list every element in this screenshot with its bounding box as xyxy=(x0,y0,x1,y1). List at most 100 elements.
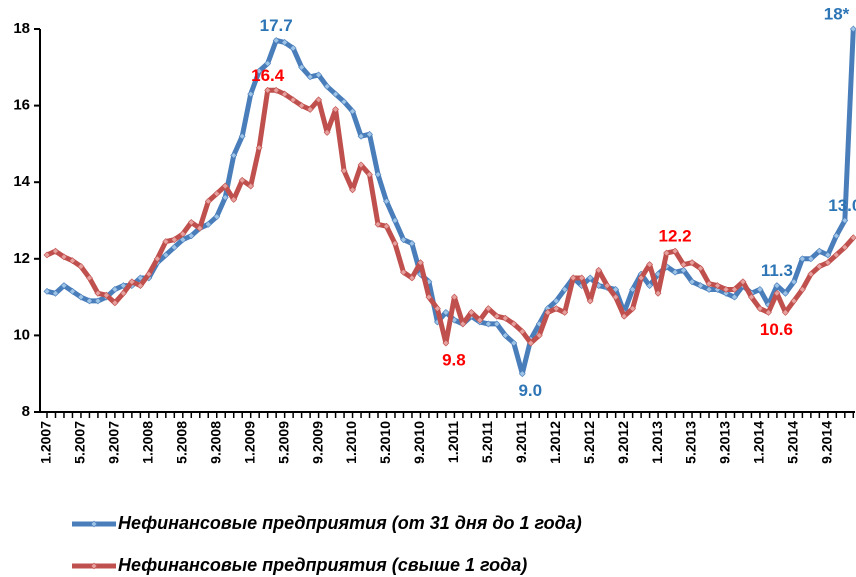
point-marker xyxy=(765,308,772,316)
point-marker xyxy=(374,220,382,228)
point-marker xyxy=(773,289,781,297)
data-label: 12.2 xyxy=(659,227,692,246)
x-tick-label: 9.2007 xyxy=(106,421,122,464)
point-marker xyxy=(425,293,433,301)
point-marker xyxy=(136,282,144,290)
point-marker xyxy=(86,297,93,305)
point-marker xyxy=(501,314,509,322)
x-tick-label: 1.2011 xyxy=(445,421,461,463)
y-tick-label: 8 xyxy=(22,403,30,420)
point-marker xyxy=(680,266,687,274)
point-marker xyxy=(417,259,424,267)
point-marker xyxy=(510,320,518,328)
point-marker xyxy=(467,308,475,316)
point-marker xyxy=(722,286,730,293)
point-marker xyxy=(306,73,314,81)
point-marker xyxy=(357,132,365,140)
point-marker xyxy=(527,339,535,347)
point-marker xyxy=(69,287,76,295)
x-tick-label: 1.2008 xyxy=(140,421,156,464)
point-marker xyxy=(86,274,93,282)
point-marker xyxy=(221,182,229,190)
point-marker xyxy=(213,190,221,198)
point-marker xyxy=(612,293,620,301)
data-label: 9.0 xyxy=(518,381,542,400)
point-marker xyxy=(798,286,806,293)
point-marker xyxy=(697,282,704,290)
x-tick-label: 9.2009 xyxy=(309,421,325,464)
point-marker xyxy=(671,268,679,276)
y-tick-label: 10 xyxy=(13,326,30,343)
point-marker xyxy=(43,251,51,259)
point-marker xyxy=(230,196,238,203)
point-marker xyxy=(756,305,764,313)
x-tick-label: 5.2011 xyxy=(479,421,495,463)
x-tick-label: 1.2010 xyxy=(343,421,359,464)
point-marker xyxy=(281,38,289,46)
point-marker xyxy=(578,274,586,282)
point-marker xyxy=(94,297,102,305)
point-marker xyxy=(849,25,856,33)
point-marker xyxy=(374,171,382,178)
point-marker xyxy=(298,63,306,71)
point-marker xyxy=(518,370,526,378)
point-marker xyxy=(238,176,246,184)
x-tick-label: 5.2010 xyxy=(377,421,393,464)
point-marker xyxy=(824,251,832,259)
x-tick-label: 9.2011 xyxy=(513,421,529,463)
point-marker xyxy=(77,293,85,301)
point-marker xyxy=(383,197,390,205)
point-marker xyxy=(306,106,314,113)
point-marker xyxy=(196,224,204,232)
legend-marker xyxy=(90,520,98,528)
point-marker xyxy=(187,218,195,226)
point-marker xyxy=(264,86,272,94)
point-marker xyxy=(289,96,297,104)
point-marker xyxy=(52,247,59,255)
point-marker xyxy=(238,132,246,140)
point-marker xyxy=(340,167,348,175)
point-marker xyxy=(629,286,637,293)
point-marker xyxy=(272,37,280,44)
legend-label: Нефинансовые предприятия (свыше 1 года) xyxy=(118,555,527,575)
point-marker xyxy=(731,286,738,293)
point-marker xyxy=(281,90,289,98)
x-tick-label: 5.2009 xyxy=(275,421,291,464)
point-marker xyxy=(773,282,781,290)
point-marker xyxy=(128,278,136,286)
point-marker xyxy=(450,293,458,301)
point-marker xyxy=(230,151,238,159)
point-marker xyxy=(162,238,170,245)
point-marker xyxy=(323,83,331,90)
x-tick-label: 5.2014 xyxy=(785,421,801,464)
point-marker xyxy=(340,98,348,106)
point-marker xyxy=(722,289,730,297)
point-marker xyxy=(357,161,365,169)
x-tick-label: 9.2013 xyxy=(717,421,733,464)
point-marker xyxy=(815,247,823,255)
point-marker xyxy=(442,308,450,316)
point-marker xyxy=(781,308,789,316)
point-marker xyxy=(637,274,645,282)
y-tick-label: 14 xyxy=(13,173,30,190)
point-marker xyxy=(756,286,764,293)
point-marker xyxy=(705,286,713,293)
data-label: 10.6 xyxy=(760,320,793,339)
point-marker xyxy=(272,86,280,94)
legend-item: Нефинансовые предприятия (свыше 1 года) xyxy=(72,555,527,575)
point-marker xyxy=(731,293,738,301)
point-marker xyxy=(790,278,798,286)
x-tick-label: 5.2007 xyxy=(72,421,88,464)
point-marker xyxy=(69,257,76,265)
point-marker xyxy=(247,182,255,190)
point-marker xyxy=(680,261,687,268)
point-marker xyxy=(52,289,59,297)
point-marker xyxy=(408,274,416,282)
point-marker xyxy=(391,217,399,224)
point-marker xyxy=(671,247,679,255)
point-marker xyxy=(654,289,662,297)
point-marker xyxy=(484,320,492,328)
point-marker xyxy=(400,236,407,244)
point-marker xyxy=(145,270,153,278)
point-marker xyxy=(595,266,603,274)
